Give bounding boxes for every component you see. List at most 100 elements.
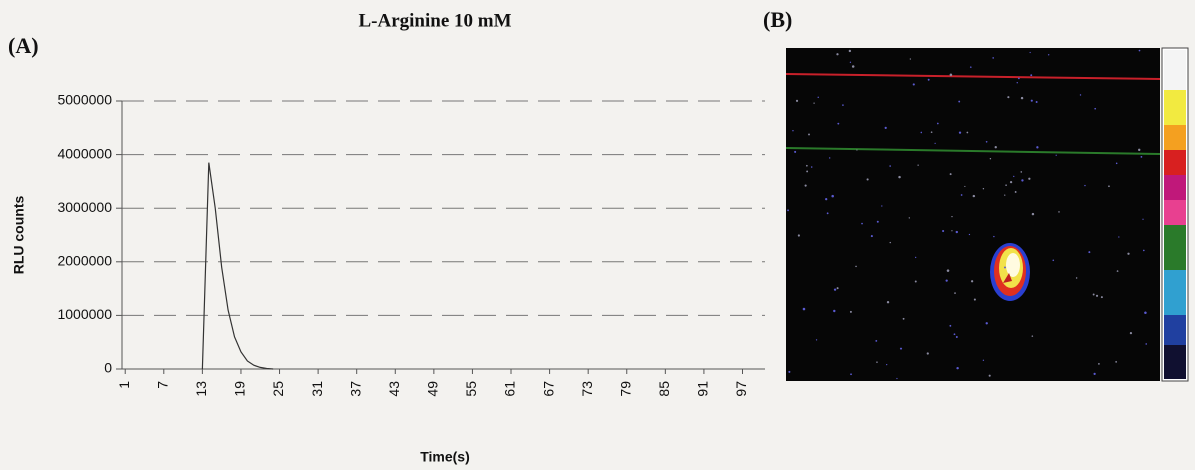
- x-tick-label: 7: [154, 381, 170, 389]
- noise-dot: [811, 166, 813, 168]
- colorbar-band: [1164, 90, 1186, 125]
- x-tick-label: 79: [617, 381, 633, 397]
- noise-dot: [1032, 335, 1034, 337]
- noise-dot: [798, 234, 800, 236]
- noise-dot: [867, 178, 869, 180]
- noise-dot: [951, 230, 952, 231]
- noise-dot: [937, 123, 939, 125]
- noise-dot: [796, 100, 798, 102]
- y-tick-label: 3000000: [57, 199, 112, 215]
- colorbar-band: [1164, 315, 1186, 345]
- noise-dot: [806, 170, 808, 172]
- noise-dot: [1076, 277, 1077, 278]
- noise-dot: [896, 378, 897, 379]
- noise-dot: [947, 269, 950, 272]
- noise-dot: [1138, 149, 1140, 151]
- noise-dot: [1093, 373, 1095, 375]
- noise-dot: [900, 348, 902, 350]
- noise-dot: [831, 195, 834, 198]
- x-tick-label: 43: [386, 381, 402, 397]
- noise-dot: [995, 146, 997, 148]
- noise-dot: [951, 216, 952, 217]
- noise-dot: [837, 123, 839, 125]
- noise-dot: [921, 132, 923, 134]
- noise-dot: [1056, 155, 1057, 156]
- noise-dot: [861, 223, 863, 225]
- noise-dot: [903, 318, 905, 320]
- figure: (A) (B) L-Arginine 10 mM Time(s) RLU cou…: [0, 0, 1195, 470]
- x-tick-label: 1: [116, 381, 132, 389]
- noise-dot: [1030, 74, 1032, 76]
- noise-dot: [1141, 156, 1143, 158]
- x-tick-label: 67: [540, 381, 556, 397]
- noise-dot: [928, 79, 930, 81]
- noise-dot: [887, 301, 889, 303]
- noise-dot: [964, 186, 965, 187]
- noise-dot: [931, 131, 933, 133]
- noise-dot: [1021, 179, 1023, 181]
- y-tick-label: 4000000: [57, 145, 112, 161]
- noise-dot: [958, 101, 960, 103]
- image-background: [786, 48, 1160, 381]
- x-tick-label: 97: [733, 381, 749, 397]
- noise-dot: [1143, 250, 1145, 252]
- noise-dot: [954, 292, 956, 294]
- noise-dot: [913, 83, 915, 85]
- x-tick-label: 49: [425, 381, 441, 397]
- noise-dot: [875, 340, 877, 342]
- x-tick-label: 91: [695, 381, 711, 397]
- noise-dot: [818, 97, 819, 98]
- x-tick-label: 13: [193, 381, 209, 397]
- noise-dot: [813, 102, 814, 103]
- noise-dot: [849, 50, 851, 52]
- noise-dot: [1036, 101, 1038, 103]
- colorbar-band: [1164, 345, 1186, 379]
- blob-core: [1006, 253, 1020, 277]
- noise-dot: [787, 209, 789, 211]
- noise-dot: [794, 151, 796, 153]
- noise-dot: [833, 310, 835, 312]
- noise-dot: [970, 66, 972, 68]
- noise-dot: [1139, 50, 1141, 52]
- noise-dot: [1021, 97, 1023, 99]
- noise-dot: [1101, 296, 1103, 298]
- chart-title: L-Arginine 10 mM: [358, 10, 511, 31]
- x-tick-label: 55: [463, 381, 479, 397]
- noise-dot: [961, 194, 963, 196]
- noise-dot: [850, 373, 852, 375]
- y-tick-label: 2000000: [57, 253, 112, 269]
- noise-dot: [969, 234, 970, 235]
- noise-dot: [1116, 163, 1118, 165]
- noise-dot: [881, 205, 882, 206]
- noise-dot: [1052, 260, 1054, 262]
- colorbar-band: [1164, 150, 1186, 175]
- noise-dot: [852, 65, 855, 68]
- noise-dot: [1004, 194, 1005, 195]
- noise-dot: [989, 375, 991, 377]
- page: {"chart_data": {"type": "line", "title":…: [0, 0, 1195, 470]
- x-tick-label: 85: [656, 381, 672, 397]
- noise-dot: [983, 188, 984, 189]
- colorbar-band: [1164, 50, 1186, 90]
- noise-dot: [973, 195, 975, 197]
- noise-dot: [993, 236, 994, 237]
- noise-dot: [986, 322, 988, 324]
- noise-dot: [1098, 363, 1100, 365]
- colorbar-band: [1164, 225, 1186, 270]
- noise-dot: [1117, 270, 1119, 272]
- noise-dot: [834, 288, 836, 290]
- noise-dot: [1004, 267, 1006, 269]
- noise-dot: [971, 280, 973, 282]
- luminescence-image: [786, 48, 1188, 381]
- noise-dot: [954, 333, 956, 335]
- noise-dot: [898, 176, 900, 178]
- noise-dot: [983, 360, 984, 361]
- noise-dot: [788, 371, 790, 373]
- noise-dot: [1013, 176, 1014, 177]
- noise-dot: [792, 130, 793, 131]
- y-axis-label: RLU counts: [11, 196, 27, 275]
- noise-dot: [829, 157, 830, 158]
- noise-dot: [909, 217, 910, 218]
- noise-dot: [956, 231, 958, 233]
- noise-dot: [1142, 219, 1143, 220]
